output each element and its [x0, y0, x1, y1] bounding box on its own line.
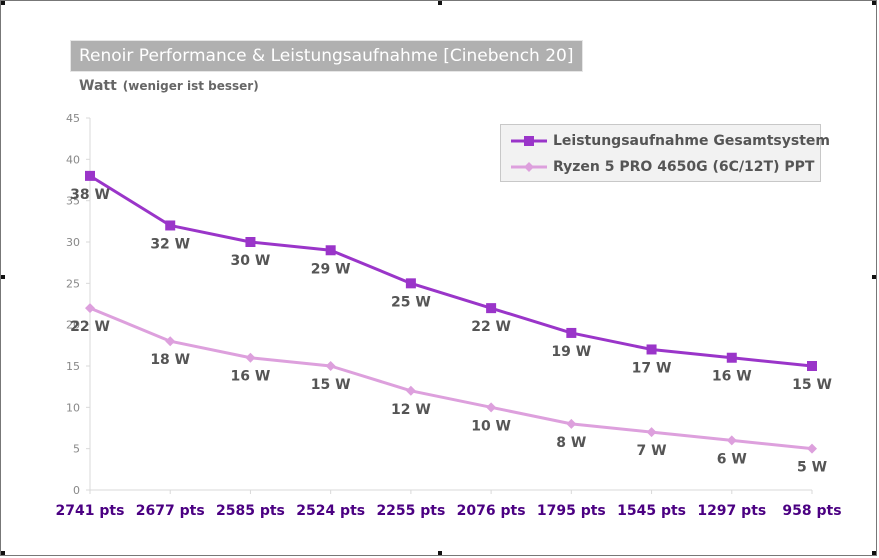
data-label: 30 W [231, 253, 271, 269]
y-axis-note: (weniger ist besser) [122, 79, 259, 93]
data-point-diamond [85, 303, 95, 314]
y-tick-label: 30 [66, 236, 80, 249]
data-point-diamond [646, 427, 657, 438]
data-point-diamond [325, 361, 336, 371]
data-label: 22 W [70, 319, 110, 335]
legend-item-gesamtsystem: Leistungsaufnahme Gesamtsystem [511, 131, 830, 151]
resize-handle-top[interactable] [438, 1, 442, 5]
data-point-square [405, 278, 416, 289]
data-label: 16 W [712, 369, 752, 385]
y-tick-label: 15 [66, 360, 80, 373]
y-tick-label: 35 [66, 195, 80, 208]
data-point-square [85, 170, 95, 181]
y-tick-label: 10 [66, 401, 80, 414]
x-tick-label: 2524 pts [296, 503, 365, 519]
legend-marker-diamond-icon [511, 162, 547, 172]
resize-handle-left[interactable] [1, 275, 5, 279]
legend-marker-square-icon [511, 136, 547, 146]
resize-handle-bottom-left[interactable] [1, 551, 5, 555]
y-axis-label: Watt (weniger ist besser) [79, 78, 259, 94]
data-point-diamond [566, 418, 577, 429]
data-point-square [325, 245, 336, 256]
x-tick-label: 2585 pts [216, 503, 285, 519]
data-point-diamond [807, 443, 817, 454]
data-point-diamond [486, 402, 497, 413]
data-label: 5 W [797, 460, 827, 476]
data-point-diamond [405, 385, 416, 396]
resize-handle-bottom[interactable] [438, 551, 442, 555]
x-tick-label: 1545 pts [617, 503, 686, 519]
chart-title: Renoir Performance & Leistungsaufnahme [… [70, 40, 583, 72]
y-tick-label: 20 [66, 319, 80, 332]
x-tick-label: 1297 pts [697, 503, 766, 519]
resize-handle-top-left[interactable] [1, 1, 5, 5]
data-point-square [726, 352, 737, 363]
resize-handle-right[interactable] [872, 275, 876, 279]
data-label: 32 W [150, 236, 190, 252]
data-point-square [165, 220, 176, 231]
x-tick-label: 2741 pts [56, 503, 125, 519]
x-tick-label: 2677 pts [136, 503, 205, 519]
data-label: 15 W [311, 377, 351, 393]
y-tick-label: 25 [66, 277, 80, 290]
data-label: 12 W [391, 402, 431, 418]
data-label: 25 W [391, 294, 431, 310]
data-label: 7 W [637, 443, 667, 459]
data-label: 10 W [471, 418, 511, 434]
data-point-diamond [165, 336, 176, 347]
data-label: 8 W [556, 435, 586, 451]
x-tick-label: 958 pts [782, 503, 841, 519]
data-label: 18 W [150, 352, 190, 368]
data-point-square [807, 361, 817, 371]
series-line-0 [89, 174, 813, 368]
axes: 0 5 10 15 20 25 30 35 40 45 2741 pts 2677 pts 2585 p… [56, 112, 842, 519]
data-point-diamond [245, 352, 256, 363]
y-tick-label: 0 [73, 484, 80, 497]
data-label: 17 W [632, 360, 672, 376]
series-layer: 38 W 32 W 30 W 29 W 25 W 22 W 19 W 17 W 16 W 15 W… [70, 170, 832, 476]
legend-label-ppt: Ryzen 5 PRO 4650G (6C/12T) PPT [553, 159, 815, 175]
x-tick-label: 2076 pts [457, 503, 526, 519]
legend: Leistungsaufnahme Gesamtsystem Ryzen 5 P… [500, 124, 830, 182]
series-line-1 [89, 306, 813, 451]
data-point-diamond [726, 435, 737, 446]
resize-handle-top-right[interactable] [872, 1, 876, 5]
resize-handle-bottom-right[interactable] [872, 551, 876, 555]
data-label: 22 W [471, 319, 511, 335]
data-point-square [245, 237, 256, 247]
data-point-square [646, 344, 657, 355]
y-axis-title: Watt [79, 78, 117, 94]
data-label: 29 W [311, 261, 351, 277]
x-tick-label: 2255 pts [376, 503, 445, 519]
data-label: 19 W [551, 344, 591, 360]
y-tick-label: 40 [66, 153, 80, 166]
legend-label-gesamtsystem: Leistungsaufnahme Gesamtsystem [553, 133, 830, 149]
data-label: 15 W [792, 377, 832, 393]
data-label: 6 W [717, 451, 747, 467]
legend-item-ppt: Ryzen 5 PRO 4650G (6C/12T) PPT [511, 157, 814, 177]
y-tick-label: 45 [66, 112, 80, 125]
data-label: 16 W [231, 369, 271, 385]
data-label: 38 W [70, 187, 110, 203]
x-tick-label: 1795 pts [537, 503, 606, 519]
data-point-square [486, 303, 497, 314]
data-point-square [566, 327, 577, 338]
y-tick-label: 5 [73, 443, 80, 456]
